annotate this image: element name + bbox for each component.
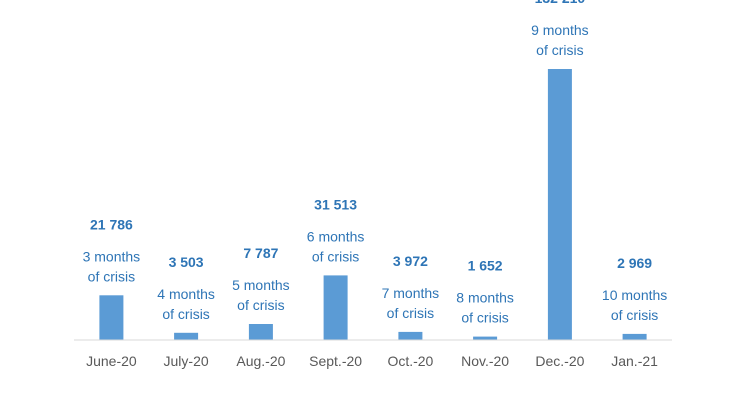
annotation-line2-8: of crisis xyxy=(611,307,658,323)
annotation-line1-8: 10 months xyxy=(602,287,667,303)
annotation-line2-1: of crisis xyxy=(88,268,135,284)
annotation-line1-3: 5 months xyxy=(232,277,290,293)
annotation-line2-6: of crisis xyxy=(461,310,508,326)
x-tick-label-8: Jan.-21 xyxy=(611,353,658,369)
annotation-line1-7: 9 months xyxy=(531,22,589,38)
data-label-1: 21 786 xyxy=(90,216,133,232)
annotation-line2-7: of crisis xyxy=(536,42,583,58)
x-tick-label-5: Oct.-20 xyxy=(387,353,433,369)
annotation-line1-2: 4 months xyxy=(157,286,215,302)
bar-6 xyxy=(473,336,498,340)
bar-2 xyxy=(174,332,199,340)
labels-group: of crisis 3 months 21 786 June-20 of crisis 4… xyxy=(83,0,668,369)
bar-8 xyxy=(622,333,647,340)
data-label-7: 132 210 xyxy=(535,0,586,6)
annotation-line1-1: 3 months xyxy=(83,248,141,264)
data-label-3: 7 787 xyxy=(243,245,278,261)
annotation-line1-5: 7 months xyxy=(382,285,440,301)
bar-7 xyxy=(547,69,572,340)
annotation-line1-6: 8 months xyxy=(456,290,514,306)
bar-4 xyxy=(323,275,348,340)
x-tick-label-2: July-20 xyxy=(164,353,209,369)
bar-3 xyxy=(248,324,273,340)
data-label-6: 1 652 xyxy=(468,258,503,274)
bar-5 xyxy=(398,331,423,340)
data-label-2: 3 503 xyxy=(169,254,204,270)
data-label-5: 3 972 xyxy=(393,253,428,269)
annotation-line2-3: of crisis xyxy=(237,297,284,313)
annotation-line2-2: of crisis xyxy=(162,306,209,322)
bar-1 xyxy=(99,295,124,340)
data-label-4: 31 513 xyxy=(314,196,357,212)
x-tick-label-3: Aug.-20 xyxy=(236,353,285,369)
annotation-line2-5: of crisis xyxy=(387,305,434,321)
x-tick-label-6: Nov.-20 xyxy=(461,353,509,369)
x-tick-label-7: Dec.-20 xyxy=(535,353,584,369)
annotation-line1-4: 6 months xyxy=(307,228,365,244)
x-tick-label-1: June-20 xyxy=(86,353,137,369)
data-label-8: 2 969 xyxy=(617,255,652,271)
x-tick-label-4: Sept.-20 xyxy=(309,353,362,369)
bars-group xyxy=(99,69,647,340)
annotation-line2-4: of crisis xyxy=(312,248,359,264)
